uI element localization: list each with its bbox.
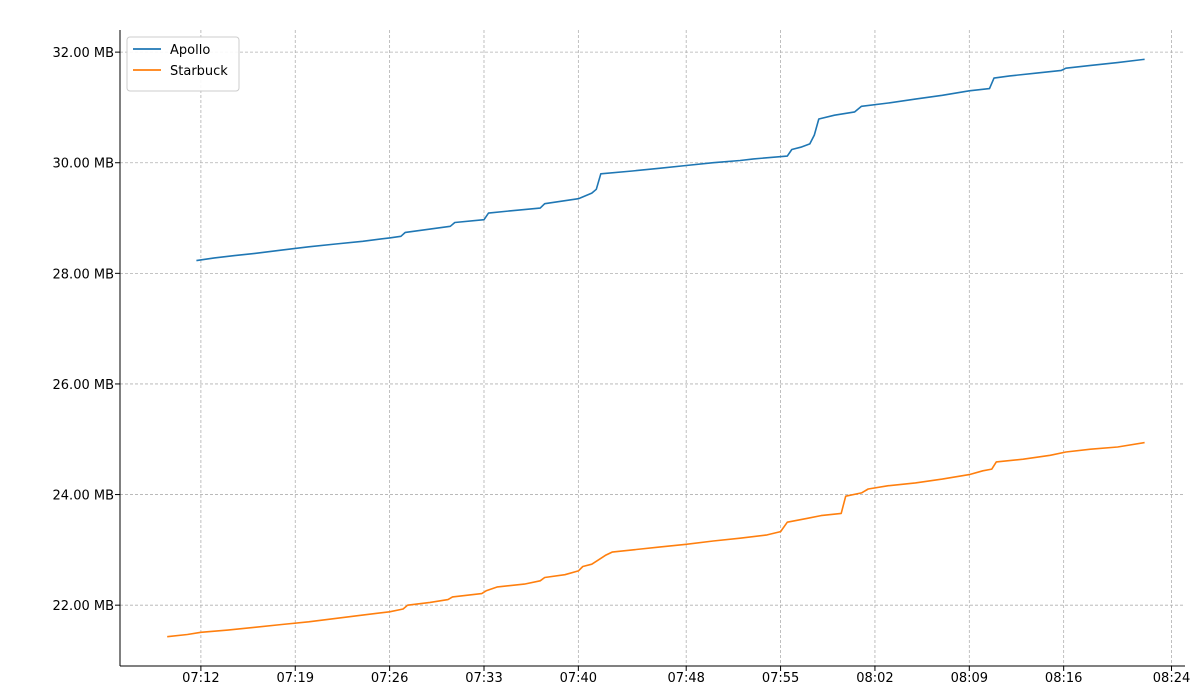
x-tick-label: 08:02 — [856, 671, 893, 686]
y-axis-ticks: 22.00 MB 24.00 MB 26.00 MB 28.00 MB 30.00 MB… — [53, 46, 120, 614]
x-tick-label: 07:55 — [762, 671, 799, 686]
x-gridlines — [200, 30, 1172, 666]
x-tick-label: 07:48 — [667, 671, 704, 686]
y-tick-label: 30.00 MB — [53, 157, 114, 172]
x-tick-label: 07:26 — [371, 671, 408, 686]
x-tick-label: 07:19 — [277, 671, 314, 686]
x-tick-label: 08:09 — [951, 671, 988, 686]
series-line-apollo — [196, 58, 1145, 262]
legend-label-apollo: Apollo — [170, 43, 210, 58]
legend-box — [126, 36, 240, 92]
x-tick-label: 07:33 — [465, 671, 502, 686]
y-tick-label: 22.00 MB — [53, 599, 114, 614]
x-tick-label: 07:12 — [182, 671, 219, 686]
x-tick-label: 08:24 — [1153, 671, 1190, 686]
y-gridlines — [120, 51, 1185, 606]
y-tick-label: 28.00 MB — [53, 267, 114, 282]
series-layer — [167, 58, 1145, 638]
x-tick-label: 08:16 — [1045, 671, 1082, 686]
y-tick-label: 26.00 MB — [53, 378, 114, 393]
y-tick-label: 32.00 MB — [53, 46, 114, 61]
x-axis-ticks: 07:12 07:19 07:26 07:33 07:40 07:48 07:55 08:02… — [182, 666, 1190, 686]
series-line-starbuck — [167, 441, 1145, 638]
x-tick-label: 07:40 — [560, 671, 597, 686]
legend-label-starbuck: Starbuck — [170, 64, 228, 79]
y-tick-label: 24.00 MB — [53, 489, 114, 504]
legend: Apollo Starbuck — [126, 36, 240, 92]
